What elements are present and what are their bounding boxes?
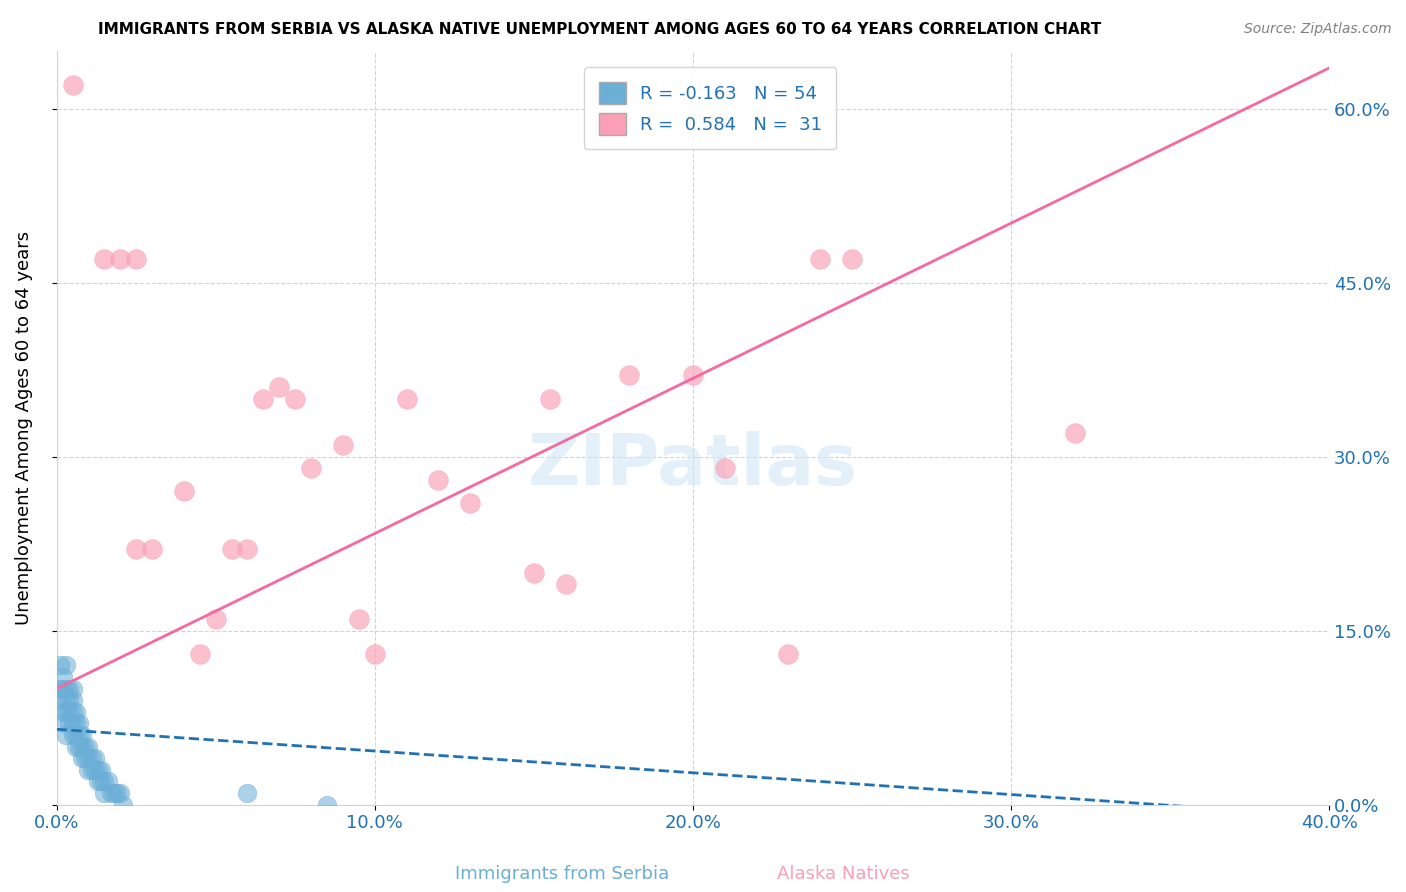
Point <box>65 739 87 754</box>
Text: Immigrants from Serbia: Immigrants from Serbia <box>456 865 669 883</box>
Point <box>778 647 800 661</box>
Point <box>80 751 103 765</box>
Point <box>70 739 93 754</box>
Point <box>236 542 259 557</box>
Point <box>90 763 112 777</box>
Point <box>110 786 132 800</box>
Point <box>52 681 75 696</box>
Point <box>77 751 100 765</box>
Point <box>77 739 100 754</box>
Text: Alaska Natives: Alaska Natives <box>778 865 910 883</box>
Y-axis label: Unemployment Among Ages 60 to 64 years: Unemployment Among Ages 60 to 64 years <box>15 231 32 624</box>
Point <box>87 774 110 789</box>
Point <box>75 739 97 754</box>
Point <box>65 728 87 742</box>
Point <box>55 693 77 707</box>
Point <box>52 716 75 731</box>
Point <box>93 252 115 267</box>
Point <box>808 252 831 267</box>
Point <box>1063 426 1085 441</box>
Point <box>52 670 75 684</box>
Point <box>125 252 148 267</box>
Point <box>93 774 115 789</box>
Text: IMMIGRANTS FROM SERBIA VS ALASKA NATIVE UNEMPLOYMENT AMONG AGES 60 TO 64 YEARS C: IMMIGRANTS FROM SERBIA VS ALASKA NATIVE … <box>98 22 1102 37</box>
Point <box>93 786 115 800</box>
Point <box>67 716 90 731</box>
Point <box>110 252 132 267</box>
Point <box>269 380 291 394</box>
Point <box>70 728 93 742</box>
Point <box>427 473 450 487</box>
Point <box>77 763 100 777</box>
Point <box>173 484 195 499</box>
Point <box>83 751 105 765</box>
Point <box>58 716 80 731</box>
Point <box>103 786 125 800</box>
Point <box>841 252 863 267</box>
Point <box>538 392 561 406</box>
Point <box>188 647 211 661</box>
Point <box>62 693 84 707</box>
Point <box>284 392 307 406</box>
Point <box>619 368 641 383</box>
Point <box>62 78 84 93</box>
Point <box>83 763 105 777</box>
Point <box>347 612 370 626</box>
Legend: R = -0.163   N = 54, R =  0.584   N =  31: R = -0.163 N = 54, R = 0.584 N = 31 <box>583 67 837 149</box>
Point <box>55 705 77 719</box>
Point <box>221 542 243 557</box>
Point <box>125 542 148 557</box>
Point <box>105 786 128 800</box>
Point <box>316 797 339 812</box>
Point <box>55 728 77 742</box>
Text: ZIPatlas: ZIPatlas <box>527 431 858 500</box>
Point <box>52 705 75 719</box>
Point <box>458 496 481 510</box>
Point <box>65 705 87 719</box>
Point <box>713 461 735 475</box>
Point <box>112 797 135 812</box>
Point <box>100 786 122 800</box>
Point <box>204 612 226 626</box>
Point <box>62 728 84 742</box>
Point <box>364 647 387 661</box>
Point <box>682 368 704 383</box>
Point <box>299 461 322 475</box>
Point <box>58 681 80 696</box>
Point <box>62 705 84 719</box>
Point <box>70 751 93 765</box>
Point <box>49 658 72 673</box>
Point <box>65 716 87 731</box>
Text: Source: ZipAtlas.com: Source: ZipAtlas.com <box>1244 22 1392 37</box>
Point <box>58 693 80 707</box>
Point <box>62 681 84 696</box>
Point <box>236 786 259 800</box>
Point <box>332 438 354 452</box>
Point <box>55 681 77 696</box>
Point <box>141 542 163 557</box>
Point <box>395 392 418 406</box>
Point <box>62 716 84 731</box>
Point <box>58 705 80 719</box>
Point <box>90 774 112 789</box>
Point <box>96 774 118 789</box>
Point <box>49 681 72 696</box>
Point <box>67 739 90 754</box>
Point <box>252 392 274 406</box>
Point <box>554 577 576 591</box>
Point <box>67 728 90 742</box>
Point <box>75 751 97 765</box>
Point <box>55 658 77 673</box>
Point <box>49 693 72 707</box>
Point <box>80 763 103 777</box>
Point <box>523 566 546 580</box>
Point <box>87 763 110 777</box>
